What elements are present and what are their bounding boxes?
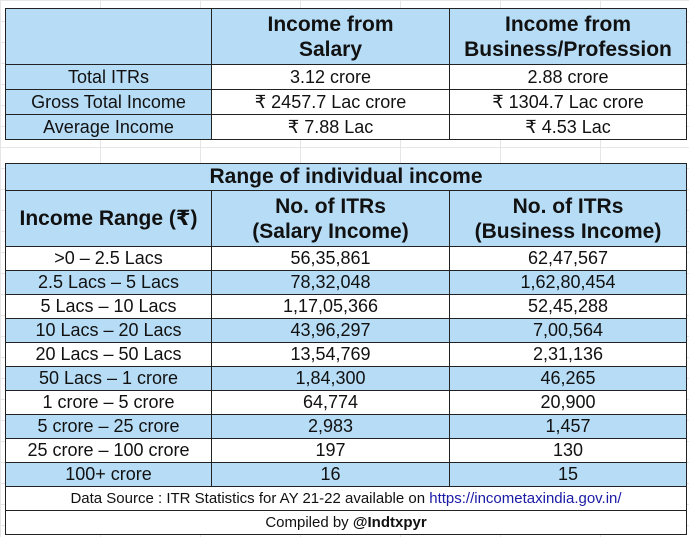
summary-header-row: Income from Salary Income from Business/… — [5, 8, 687, 65]
range-row-salary-count: 43,96,297 — [211, 318, 450, 343]
range-row: 100+ crore 16 15 — [5, 462, 687, 487]
compiled-by-handle: @Indtxpyr — [352, 514, 427, 531]
range-row: 5 crore – 25 crore 2,983 1,457 — [5, 414, 687, 439]
range-row-salary-count: 16 — [211, 462, 450, 487]
range-header-business: No. of ITRs (Business Income) — [449, 190, 687, 247]
range-row: 10 Lacs – 20 Lacs 43,96,297 7,00,564 — [5, 318, 687, 343]
range-header-salary: No. of ITRs (Salary Income) — [211, 190, 450, 247]
compiled-by-text: Compiled by — [265, 514, 353, 531]
range-row: >0 – 2.5 Lacs 56,35,861 62,47,567 — [5, 246, 687, 271]
range-row-business-count: 7,00,564 — [449, 318, 687, 343]
range-row: 2.5 Lacs – 5 Lacs 78,32,048 1,62,80,454 — [5, 270, 687, 295]
summary-row-label: Average Income — [5, 114, 212, 140]
range-row-income-range: 50 Lacs – 1 crore — [5, 366, 212, 391]
summary-table: Income from Salary Income from Business/… — [5, 8, 687, 140]
range-header-salary-line1: No. of ITRs — [275, 194, 386, 218]
data-source-note: Data Source : ITR Statistics for AY 21-2… — [5, 486, 687, 511]
range-row-business-count: 130 — [449, 438, 687, 463]
range-row-income-range: 100+ crore — [5, 462, 212, 487]
range-row-salary-count: 13,54,769 — [211, 342, 450, 367]
summary-row: Average Income ₹ 7.88 Lac ₹ 4.53 Lac — [5, 114, 687, 140]
range-row: 25 crore – 100 crore 197 130 — [5, 438, 687, 463]
summary-header-salary: Income from Salary — [211, 8, 450, 65]
summary-header-business-line2: Business/Profession — [464, 37, 672, 61]
data-source-text: Data Source : ITR Statistics for AY 21-2… — [70, 490, 430, 507]
range-header-income-range: Income Range (₹) — [5, 190, 212, 247]
range-row-income-range: 10 Lacs – 20 Lacs — [5, 318, 212, 343]
range-row-income-range: >0 – 2.5 Lacs — [5, 246, 212, 271]
summary-row-business: 2.88 crore — [449, 64, 687, 90]
range-header-salary-line2: (Salary Income) — [252, 219, 409, 243]
summary-row-business: ₹ 4.53 Lac — [449, 114, 687, 140]
range-title-row: Range of individual income — [5, 163, 687, 191]
range-row-business-count: 1,457 — [449, 414, 687, 439]
range-row-salary-count: 78,32,048 — [211, 270, 450, 295]
range-row-income-range: 2.5 Lacs – 5 Lacs — [5, 270, 212, 295]
summary-row-business: ₹ 1304.7 Lac crore — [449, 89, 687, 115]
range-header-business-line1: No. of ITRs — [512, 194, 624, 218]
range-row-business-count: 62,47,567 — [449, 246, 687, 271]
compiled-by-row: Compiled by @Indtxpyr — [5, 510, 687, 535]
range-row: 20 Lacs – 50 Lacs 13,54,769 2,31,136 — [5, 342, 687, 367]
range-row-salary-count: 56,35,861 — [211, 246, 450, 271]
range-row: 50 Lacs – 1 crore 1,84,300 46,265 — [5, 366, 687, 391]
summary-row: Total ITRs 3.12 crore 2.88 crore — [5, 64, 687, 90]
range-row-business-count: 1,62,80,454 — [449, 270, 687, 295]
range-title: Range of individual income — [5, 163, 687, 191]
range-row-salary-count: 1,84,300 — [211, 366, 450, 391]
range-header-business-line2: (Business Income) — [474, 219, 662, 243]
range-row-income-range: 5 Lacs – 10 Lacs — [5, 294, 212, 319]
income-range-table: Range of individual income Income Range … — [5, 163, 687, 535]
summary-row-label: Total ITRs — [5, 64, 212, 90]
range-row-salary-count: 197 — [211, 438, 450, 463]
range-row-business-count: 46,265 — [449, 366, 687, 391]
compiled-by-note: Compiled by @Indtxpyr — [5, 510, 687, 535]
data-source-link[interactable]: https://incometaxindia.gov.in/ — [429, 490, 622, 507]
summary-header-business-line1: Income from — [504, 12, 632, 36]
range-row-salary-count: 64,774 — [211, 390, 450, 415]
range-row-business-count: 20,900 — [449, 390, 687, 415]
range-row: 1 crore – 5 crore 64,774 20,900 — [5, 390, 687, 415]
summary-row-label: Gross Total Income — [5, 89, 212, 115]
range-row-business-count: 15 — [449, 462, 687, 487]
summary-row-salary: ₹ 7.88 Lac — [211, 114, 450, 140]
range-row-business-count: 52,45,288 — [449, 294, 687, 319]
range-header-row: Income Range (₹) No. of ITRs (Salary Inc… — [5, 190, 687, 247]
range-row-income-range: 1 crore – 5 crore — [5, 390, 212, 415]
range-row-income-range: 25 crore – 100 crore — [5, 438, 212, 463]
summary-header-business: Income from Business/Profession — [449, 8, 687, 65]
range-row-salary-count: 2,983 — [211, 414, 450, 439]
summary-row: Gross Total Income ₹ 2457.7 Lac crore ₹ … — [5, 89, 687, 115]
summary-header-salary-line1: Income from — [267, 12, 394, 36]
range-row-income-range: 5 crore – 25 crore — [5, 414, 212, 439]
range-row-salary-count: 1,17,05,366 — [211, 294, 450, 319]
data-source-row: Data Source : ITR Statistics for AY 21-2… — [5, 486, 687, 511]
range-row-income-range: 20 Lacs – 50 Lacs — [5, 342, 212, 367]
range-row-business-count: 2,31,136 — [449, 342, 687, 367]
summary-header-blank — [5, 8, 212, 65]
summary-header-salary-line2: Salary — [298, 37, 363, 61]
range-row: 5 Lacs – 10 Lacs 1,17,05,366 52,45,288 — [5, 294, 687, 319]
summary-row-salary: ₹ 2457.7 Lac crore — [211, 89, 450, 115]
summary-row-salary: 3.12 crore — [211, 64, 450, 90]
